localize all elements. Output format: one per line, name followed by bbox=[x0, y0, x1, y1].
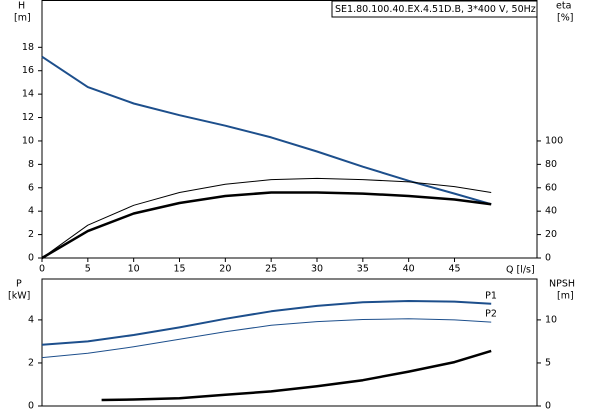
series-label: P2 bbox=[485, 309, 497, 320]
curve bbox=[41, 300, 492, 346]
x-tick-label: 35 bbox=[357, 264, 369, 275]
y2-tick-label: 0 bbox=[545, 401, 551, 412]
x-tick-label: 15 bbox=[173, 264, 185, 275]
curve bbox=[41, 318, 492, 359]
y-tick-label: 0 bbox=[28, 401, 34, 412]
y-tick-label: 2 bbox=[28, 357, 34, 368]
y-tick-label: 6 bbox=[28, 182, 34, 193]
y2-unit: [m] bbox=[557, 291, 574, 302]
y2-tick-label: 0 bbox=[545, 253, 551, 264]
y2-tick-label: 5 bbox=[545, 357, 551, 368]
y-unit: [m] bbox=[14, 13, 31, 24]
curve bbox=[41, 191, 492, 260]
y-tick-label: 18 bbox=[22, 42, 34, 53]
x-tick-label: 40 bbox=[403, 264, 415, 275]
y-tick-label: 12 bbox=[22, 112, 34, 123]
curve bbox=[41, 55, 492, 206]
y2-label: eta bbox=[556, 1, 571, 12]
plot-frame bbox=[41, 278, 538, 407]
y-tick-label: 4 bbox=[28, 206, 34, 217]
x-tick-label: 30 bbox=[311, 264, 323, 275]
y2-tick-label: 60 bbox=[545, 182, 557, 193]
y-tick-label: 10 bbox=[22, 135, 34, 146]
plot-frame bbox=[41, 0, 538, 259]
y2-tick-label: 100 bbox=[545, 135, 563, 146]
y-label: P bbox=[16, 279, 22, 290]
x-tick-label: 20 bbox=[219, 264, 231, 275]
y-tick-label: 8 bbox=[28, 159, 34, 170]
x-tick-label: 5 bbox=[85, 264, 91, 275]
y2-label: NPSH bbox=[549, 279, 575, 290]
curve bbox=[41, 177, 492, 259]
y2-tick-label: 80 bbox=[545, 159, 557, 170]
x-tick-label: 10 bbox=[128, 264, 140, 275]
y-tick-label: 14 bbox=[22, 89, 34, 100]
x-tick-label: 0 bbox=[39, 264, 45, 275]
y-tick-label: 16 bbox=[22, 65, 34, 76]
x-label: Q [l/s] bbox=[506, 265, 535, 276]
series-label: P1 bbox=[485, 290, 497, 301]
y2-tick-label: 40 bbox=[545, 206, 557, 217]
y2-unit: [%] bbox=[557, 13, 573, 24]
y-tick-label: 0 bbox=[28, 253, 34, 264]
x-tick-label: 45 bbox=[448, 264, 460, 275]
y-tick-label: 2 bbox=[28, 229, 34, 240]
curve bbox=[101, 349, 492, 402]
y-unit: [kW] bbox=[8, 291, 30, 302]
y-label: H bbox=[18, 1, 25, 12]
y2-tick-label: 20 bbox=[545, 229, 557, 240]
x-tick-label: 25 bbox=[265, 264, 277, 275]
y-tick-label: 4 bbox=[28, 314, 34, 325]
chart-title: SE1.80.100.40.EX.4.51D.B, 3*400 V, 50Hz bbox=[335, 4, 536, 15]
y2-tick-label: 10 bbox=[545, 314, 557, 325]
